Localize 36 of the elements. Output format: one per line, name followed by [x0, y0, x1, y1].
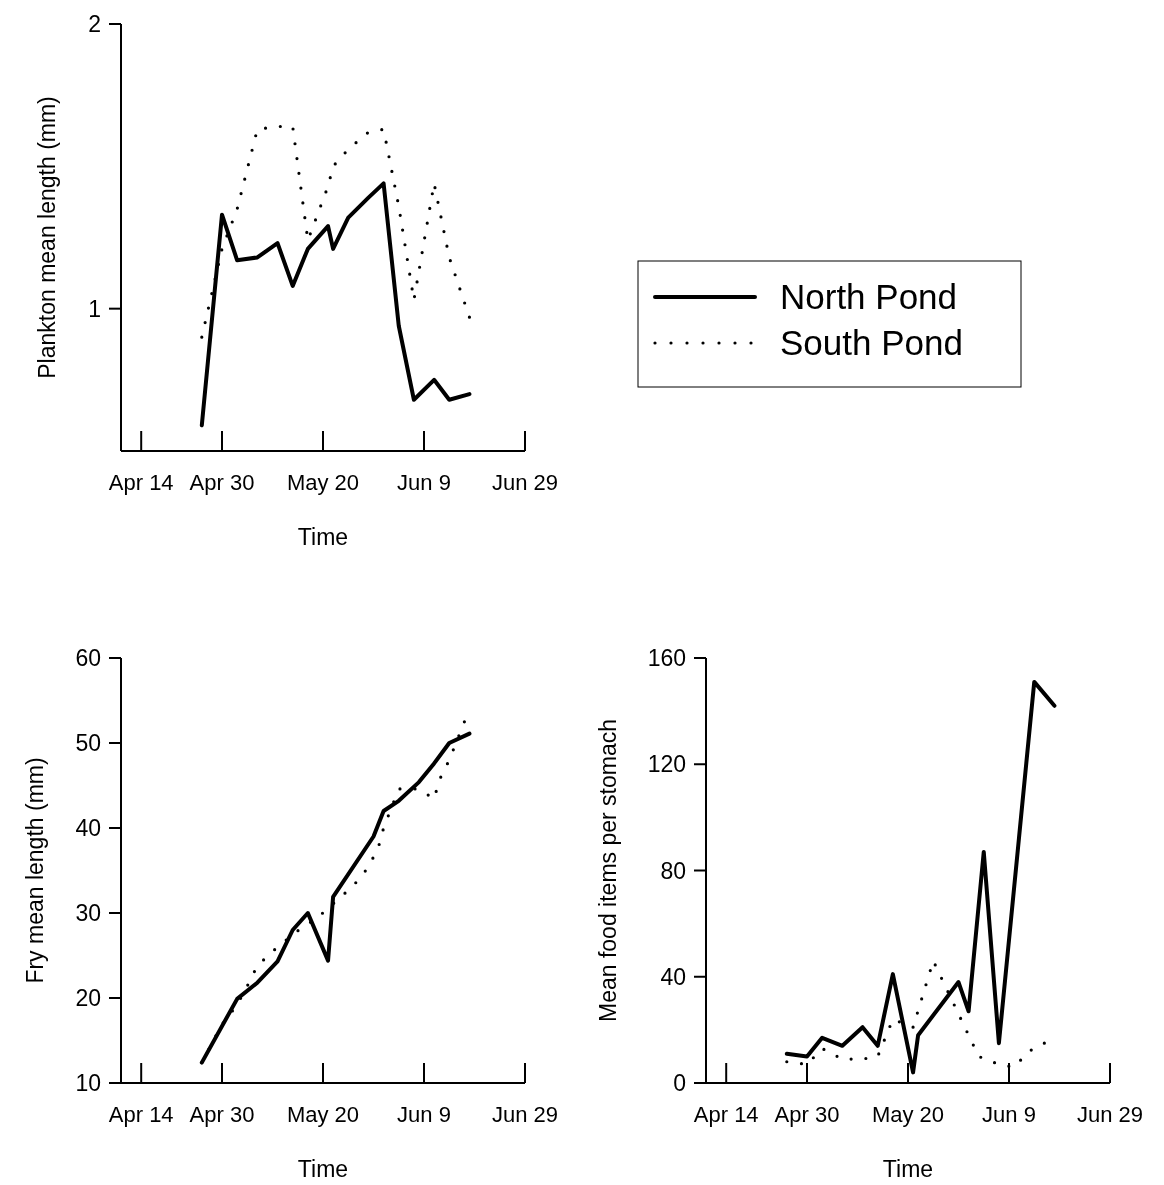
- y-tick-label: 160: [647, 645, 686, 671]
- y-tick-label: 120: [647, 751, 686, 778]
- y-tick-label: 40: [75, 815, 101, 841]
- x-tick-label: Jun 9: [397, 470, 451, 495]
- y-axis-title: Plankton mean length (mm): [34, 96, 60, 379]
- y-tick-label: 20: [75, 985, 101, 1011]
- x-tick-label: Jun 29: [491, 470, 559, 495]
- x-axis-title: Time: [297, 524, 349, 550]
- y-tick-label: 30: [75, 900, 101, 926]
- y-tick-label: 60: [75, 645, 101, 671]
- x-axis-title: Time: [882, 1156, 934, 1182]
- x-tick-label: Apr 14: [108, 470, 174, 495]
- x-tick-label: May 20: [871, 1102, 945, 1127]
- y-tick-label: 0: [673, 1070, 686, 1096]
- x-tick-label: Apr 30: [189, 1102, 255, 1127]
- legend-label: South Pond: [780, 323, 963, 362]
- x-axis-title: Time: [297, 1156, 349, 1182]
- y-axis-title: Fry mean length (mm): [22, 757, 48, 984]
- x-tick-label: Jun 29: [1076, 1102, 1144, 1127]
- x-tick-label: Jun 9: [397, 1102, 451, 1127]
- x-tick-label: Apr 30: [189, 470, 255, 495]
- x-tick-label: Apr 14: [108, 1102, 174, 1127]
- y-axis-title: Mean food items per stomach: [595, 719, 621, 1022]
- x-tick-label: May 20: [286, 1102, 360, 1127]
- y-tick-label: 1: [88, 295, 101, 322]
- y-tick-label: 2: [88, 11, 101, 37]
- x-tick-label: Jun 29: [491, 1102, 559, 1127]
- y-tick-label: 80: [660, 857, 686, 884]
- legend-label: North Pond: [780, 277, 958, 316]
- y-tick-label: 40: [660, 963, 686, 990]
- x-tick-label: Jun 9: [982, 1102, 1036, 1127]
- y-tick-label: 50: [75, 730, 101, 756]
- x-tick-label: May 20: [286, 470, 360, 495]
- x-tick-label: Apr 30: [774, 1102, 840, 1127]
- y-tick-label: 10: [75, 1070, 101, 1096]
- x-tick-label: Apr 14: [693, 1102, 759, 1127]
